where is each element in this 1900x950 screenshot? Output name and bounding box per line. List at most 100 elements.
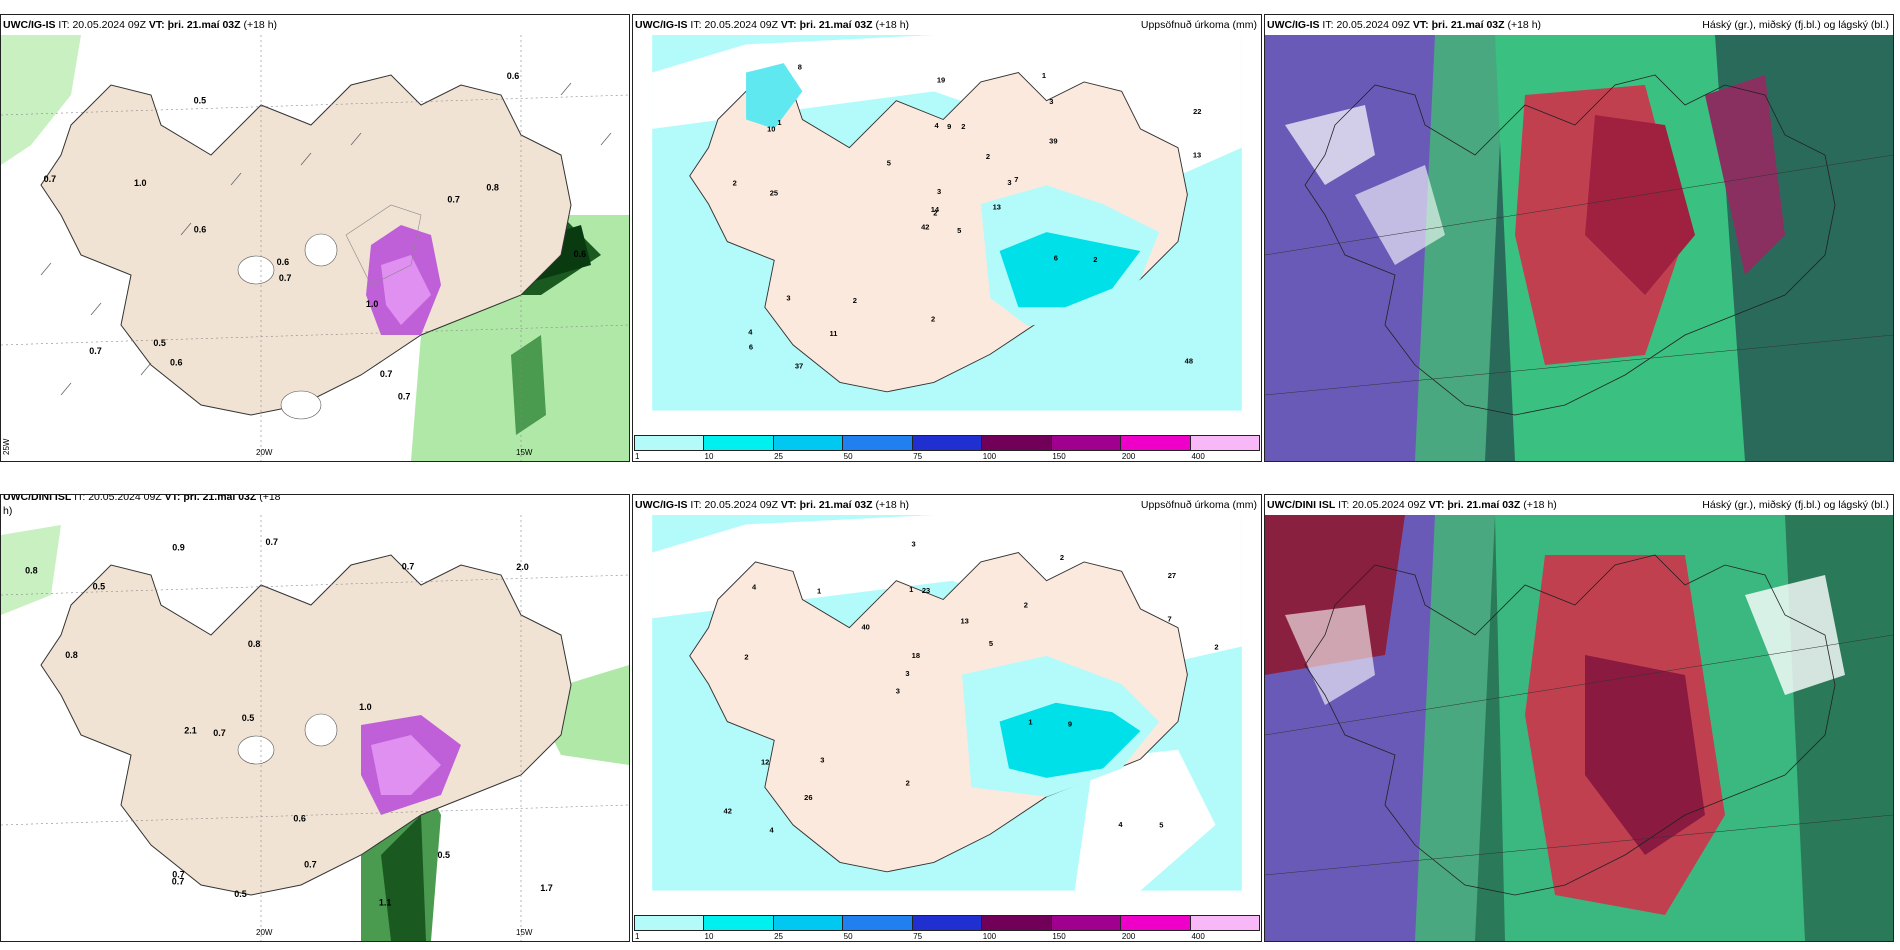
- lon-label-25w: 25W: [2, 438, 11, 455]
- precip-value-label: 2: [1093, 255, 1097, 264]
- precip-value-label: 26: [804, 793, 812, 802]
- fog-value-label: 0.8: [25, 566, 38, 576]
- lead-time: (+18 h): [243, 19, 278, 31]
- colorbar-label: 50: [843, 932, 853, 941]
- lead-time: (+18 h): [875, 499, 910, 511]
- valid-time: þri. 21.maí 03Z: [1431, 19, 1505, 31]
- precip-value-label: 4: [935, 121, 940, 130]
- model-name: UWC/IG-IS: [635, 499, 688, 511]
- precip-value-label: 3: [937, 187, 941, 196]
- fog-value-label: 0.5: [234, 889, 247, 899]
- precip-value-label: 6: [749, 342, 753, 351]
- fog-value-label: 1.0: [366, 299, 379, 309]
- colorbar-swatch: [982, 916, 1052, 930]
- precip-map: 5102432123138482522423937423561197211926…: [652, 35, 1242, 411]
- fog-value-label: 0.7: [44, 174, 57, 184]
- panel-row1-cloud: UWC/IG-IS IT: 20.05.2024 09Z VT: þri. 21…: [1264, 14, 1894, 462]
- fog-value-label: 0.7: [172, 877, 185, 887]
- colorbar-label: 400: [1191, 932, 1205, 941]
- fog-value-label: 0.7: [447, 194, 460, 204]
- colorbar: [634, 915, 1260, 931]
- colorbar-label: 10: [704, 932, 714, 941]
- model-name: UWC/DINI ISL: [3, 494, 72, 503]
- panel-header: UWC/IG-IS IT: 20.05.2024 09Z VT: þri. 21…: [1267, 17, 1889, 33]
- fog-value-label: 0.8: [486, 182, 499, 192]
- fog-value-label: 0.5: [153, 338, 166, 348]
- precip-value-label: 5: [1159, 820, 1163, 829]
- colorbar-swatch: [704, 436, 774, 450]
- precip-value-label: 4: [770, 825, 775, 834]
- fog-value-label: 0.8: [65, 650, 78, 660]
- colorbar-swatch: [912, 436, 983, 450]
- panel-title: Uppsöfnuð úrkoma (mm): [1140, 499, 1257, 511]
- colorbar-swatch: [1051, 436, 1122, 450]
- colorbar-swatch: [773, 436, 844, 450]
- fog-value-label: 0.5: [438, 850, 451, 860]
- precip-value-label: 3: [786, 294, 790, 303]
- init-time: 20.05.2024 09Z: [88, 494, 162, 503]
- fog-value-label: 0.6: [293, 813, 306, 823]
- fog-value-label: 0.7: [380, 369, 393, 379]
- it-label: IT:: [690, 19, 702, 31]
- precip-value-label: 6: [1054, 253, 1058, 262]
- panel-header: UWC/IG-IS IT: 20.05.2024 09Z VT: þri. 21…: [635, 17, 1257, 33]
- colorbar-label: 150: [1052, 932, 1066, 941]
- panel-row2-precip: UWC/IG-IS IT: 20.05.2024 09Z VT: þri. 21…: [632, 494, 1262, 942]
- colorbar-swatch: [773, 916, 844, 930]
- precip-value-label: 42: [921, 222, 929, 231]
- panel-title: Uppsöfnuð úrkoma (mm): [1140, 19, 1257, 31]
- colorbar-swatch: [1190, 436, 1259, 450]
- precip-value-label: 2: [1060, 553, 1064, 562]
- fog-map: 20W 15W 25W 0.7 0.5 0.5 1.0 0.8 0.7 0.6 0.6 0.7 0…: [1, 35, 629, 461]
- precip-value-label: 2: [961, 122, 965, 131]
- precip-value-label: 22: [1193, 107, 1201, 116]
- fog-value-label: 1.1: [379, 898, 392, 908]
- lead-time-cont: h): [3, 505, 13, 517]
- fog-value-label: 1.0: [134, 178, 147, 188]
- precip-value-label: 1: [817, 586, 821, 595]
- fog-value-label: 0.7: [398, 392, 411, 402]
- precip-value-label: 13: [961, 616, 969, 625]
- vt-label: VT:: [148, 19, 165, 31]
- precip-value-label: 7: [1014, 175, 1018, 184]
- cloud-map: [1265, 35, 1893, 461]
- precip-value-label: 4: [752, 582, 757, 591]
- it-label: IT:: [1322, 19, 1334, 31]
- precip-value-label: 42: [724, 806, 732, 815]
- fog-value-label: 0.7: [89, 346, 102, 356]
- precip-value-label: 5: [887, 159, 891, 168]
- valid-time: þri. 21.maí 03Z: [1447, 499, 1521, 511]
- vt-label: VT:: [780, 19, 797, 31]
- colorbar-swatch: [912, 916, 983, 930]
- colorbar-label: 1: [635, 452, 640, 461]
- panel-row2-fog: UWC/DINI ISL IT: 20.05.2024 09Z VT: þri.…: [0, 494, 630, 942]
- colorbar-swatch: [1121, 436, 1191, 450]
- lon-label-20w: 20W: [256, 448, 273, 457]
- lon-label-15w: 15W: [516, 928, 533, 937]
- init-time: 20.05.2024 09Z: [704, 19, 778, 31]
- precip-value-label: 8: [798, 63, 802, 72]
- colorbar: [634, 435, 1260, 451]
- fog-value-label: 0.5: [194, 96, 207, 106]
- precip-value-label: 3: [1007, 178, 1011, 187]
- colorbar-swatch: [1121, 916, 1191, 930]
- precip-value-label: 3: [896, 686, 900, 695]
- fog-value-label: 0.8: [248, 639, 261, 649]
- fog-value-label: 2.0: [516, 562, 529, 572]
- colorbar-label: 150: [1052, 452, 1066, 461]
- precip-value-label: 2: [744, 653, 748, 662]
- fog-value-label: 0.6: [194, 225, 207, 235]
- fog-value-label: 2.1: [184, 726, 197, 736]
- panel-row1-fog: UWC/IG-IS IT: 20.05.2024 09Z VT: þri. 21…: [0, 14, 630, 462]
- panel-header: UWC/IG-IS IT: 20.05.2024 09Z VT: þri. 21…: [635, 497, 1257, 513]
- precip-value-label: 9: [1068, 719, 1072, 728]
- panel-header: UWC/IG-IS IT: 20.05.2024 09Z VT: þri. 21…: [3, 17, 625, 33]
- precip-value-label: 2: [933, 208, 937, 217]
- precip-value-label: 14: [931, 205, 940, 214]
- precip-value-label: 2: [1214, 642, 1218, 651]
- model-name: UWC/IG-IS: [635, 19, 688, 31]
- colorbar-swatch: [635, 916, 705, 930]
- precip-value-label: 2: [853, 296, 857, 305]
- colorbar-label: 25: [774, 932, 784, 941]
- vt-label: VT:: [1412, 19, 1429, 31]
